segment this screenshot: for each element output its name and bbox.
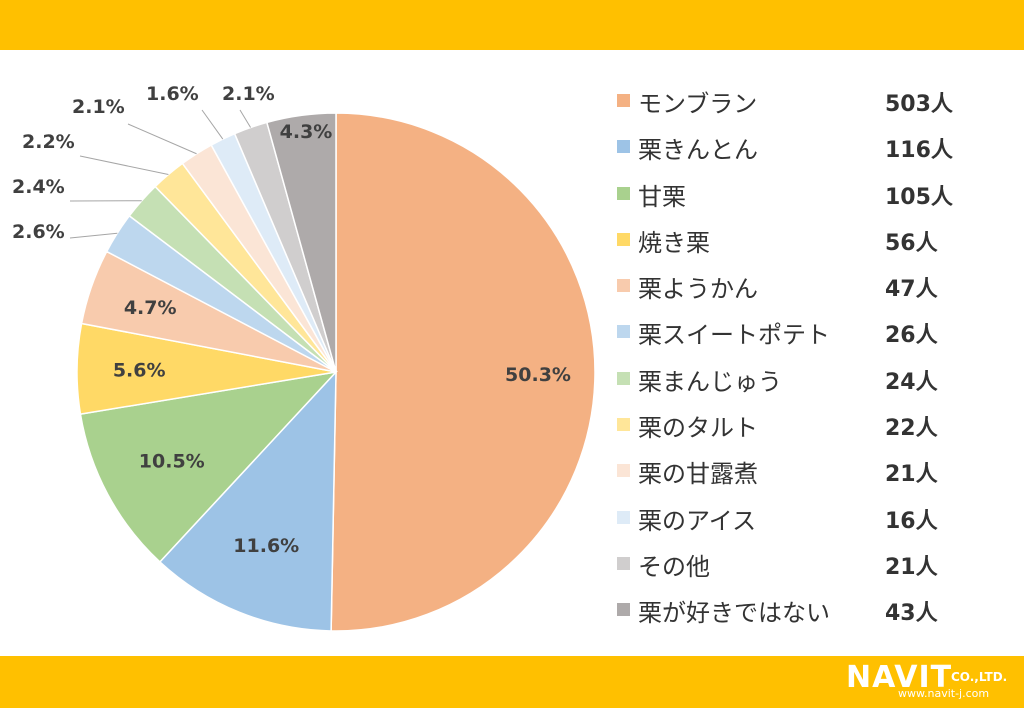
legend-item-1: モンブラン 503人 bbox=[612, 78, 1012, 124]
slice-percent-label-3: 10.5% bbox=[139, 450, 205, 472]
logo-suffix: CO.,LTD. bbox=[951, 670, 1008, 684]
legend-item-5: 栗ようかん 47人 bbox=[612, 263, 1012, 309]
legend-count: 26人 bbox=[885, 323, 938, 349]
leader-line-8 bbox=[79, 155, 169, 176]
legend: モンブラン 503人栗きんとん 116人甘栗 105人焼き栗 56人栗ようかん 47人栗ス… bbox=[612, 78, 1012, 634]
slice-percent-label-10: 1.6% bbox=[146, 83, 199, 105]
slice-percent-label-6: 2.6% bbox=[12, 221, 65, 243]
legend-count: 105人 bbox=[885, 184, 953, 210]
logo-name: NAVIT bbox=[846, 660, 953, 695]
legend-swatch bbox=[617, 232, 630, 246]
legend-item-10: 栗のアイス 16人 bbox=[612, 495, 1012, 541]
logo-url: www.navit-j.com bbox=[898, 687, 990, 700]
legend-item-9: 栗の甘露煮 21人 bbox=[612, 448, 1012, 494]
leader-line-10 bbox=[201, 109, 224, 140]
pie-slice-3 bbox=[79, 370, 339, 563]
legend-count: 22人 bbox=[885, 416, 938, 442]
legend-swatch bbox=[617, 279, 630, 293]
legend-label: 甘栗 bbox=[638, 182, 686, 211]
legend-count: 21人 bbox=[885, 462, 938, 488]
legend-item-2: 栗きんとん 116人 bbox=[612, 124, 1012, 170]
legend-label: 栗が好きではない bbox=[638, 599, 830, 628]
legend-swatch bbox=[617, 418, 630, 432]
legend-swatch bbox=[617, 186, 630, 200]
legend-swatch bbox=[617, 94, 630, 107]
legend-swatch bbox=[617, 556, 630, 570]
bottom-banner bbox=[0, 656, 1024, 708]
legend-item-6: 栗スイートポテト 26人 bbox=[612, 309, 1012, 355]
pie-slice-12 bbox=[265, 112, 337, 373]
legend-label: 栗のアイス bbox=[638, 506, 757, 535]
legend-count: 24人 bbox=[885, 369, 938, 395]
legend-swatch bbox=[617, 510, 630, 524]
leader-line-11 bbox=[239, 109, 251, 128]
legend-item-12: 栗が好きではない 43人 bbox=[612, 587, 1012, 633]
slice-percent-label-11: 2.1% bbox=[222, 83, 275, 105]
legend-label: 栗スイートポテト bbox=[638, 321, 830, 350]
legend-count: 43人 bbox=[885, 601, 938, 627]
legend-swatch bbox=[617, 603, 630, 617]
slice-percent-label-9: 2.1% bbox=[72, 96, 125, 118]
legend-label: 栗ようかん bbox=[638, 275, 758, 304]
legend-label: その他 bbox=[638, 552, 710, 581]
legend-count: 56人 bbox=[885, 230, 938, 256]
legend-count: 21人 bbox=[885, 554, 938, 580]
legend-swatch bbox=[617, 140, 630, 154]
top-banner bbox=[0, 0, 1024, 50]
legend-item-7: 栗まんじゅう 24人 bbox=[612, 356, 1012, 402]
legend-label: 栗の甘露煮 bbox=[638, 460, 758, 489]
legend-label: 栗のタルト bbox=[638, 414, 758, 443]
legend-swatch bbox=[617, 371, 630, 385]
legend-label: 栗まんじゅう bbox=[638, 367, 782, 396]
slice-percent-label-1: 50.3% bbox=[505, 364, 571, 386]
slice-percent-label-8: 2.2% bbox=[22, 131, 75, 153]
legend-item-4: 焼き栗 56人 bbox=[612, 217, 1012, 263]
legend-swatch bbox=[617, 325, 630, 339]
legend-count: 47人 bbox=[885, 277, 938, 303]
legend-label: 焼き栗 bbox=[638, 228, 710, 257]
company-logo: NAVIT CO.,LTD. www.navit-j.com bbox=[846, 660, 1016, 704]
leader-line-6 bbox=[69, 232, 118, 239]
slice-percent-label-12: 4.3% bbox=[280, 121, 333, 143]
legend-label: 栗きんとん bbox=[638, 136, 758, 165]
pie-chart: 50.3% 11.6% 10.5% 5.6% 4.7% 2.6% 2.4% 2.2% 2.1% 1… bbox=[12, 83, 596, 632]
slice-percent-label-2: 11.6% bbox=[233, 535, 299, 557]
pie-slice-1 bbox=[330, 112, 596, 632]
legend-count: 16人 bbox=[885, 508, 938, 534]
legend-swatch bbox=[617, 464, 630, 478]
legend-item-11: その他 21人 bbox=[612, 541, 1012, 587]
pie-slice-2 bbox=[158, 370, 337, 632]
legend-count: 503人 bbox=[885, 92, 953, 117]
legend-count: 116人 bbox=[885, 138, 953, 164]
slice-percent-label-7: 2.4% bbox=[12, 176, 65, 198]
leader-line-9 bbox=[127, 123, 197, 155]
slice-percent-label-4: 5.6% bbox=[113, 360, 166, 382]
legend-item-3: 甘栗 105人 bbox=[612, 171, 1012, 217]
slice-percent-label-5: 4.7% bbox=[124, 297, 177, 319]
legend-label: モンブラン bbox=[638, 90, 758, 118]
legend-item-8: 栗のタルト 22人 bbox=[612, 402, 1012, 448]
